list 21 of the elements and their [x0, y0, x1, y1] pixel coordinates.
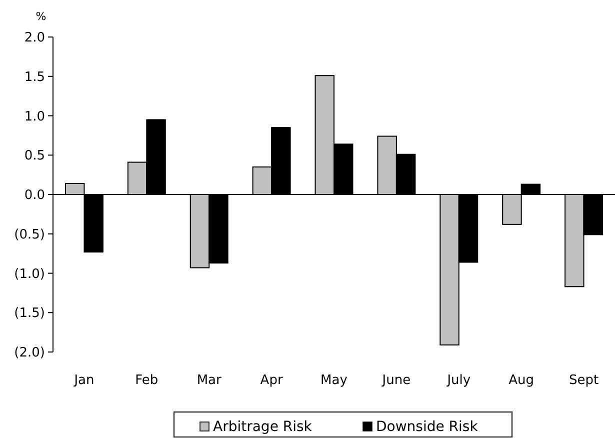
x-tick-label: Jan	[73, 373, 94, 388]
x-tick-label: Aug	[508, 373, 534, 388]
x-tick-label: Apr	[260, 373, 284, 388]
y-tick-label: (1.5)	[14, 306, 45, 322]
y-tick-label: (1.0)	[14, 266, 45, 282]
legend-label: Downside Risk	[376, 419, 479, 435]
legend-label: Arbitrage Risk	[213, 419, 313, 435]
x-tick-label: July	[446, 373, 471, 388]
x-tick-label: Feb	[135, 373, 158, 388]
x-tick-label: June	[381, 373, 411, 388]
y-axis-title: %	[36, 10, 46, 23]
y-tick-label: 0.0	[24, 188, 45, 204]
y-tick-label: 1.0	[24, 109, 45, 124]
y-tick-label: 1.5	[24, 70, 45, 85]
y-tick-label: (0.5)	[14, 227, 45, 242]
y-tick-label: 0.5	[24, 148, 45, 164]
x-tick-label: Sept	[568, 373, 599, 388]
y-tick-label: 2.0	[24, 30, 45, 46]
x-tick-label: Mar	[196, 373, 222, 388]
x-tick-label: May	[320, 373, 348, 388]
y-tick-label: (2.0)	[14, 346, 45, 361]
